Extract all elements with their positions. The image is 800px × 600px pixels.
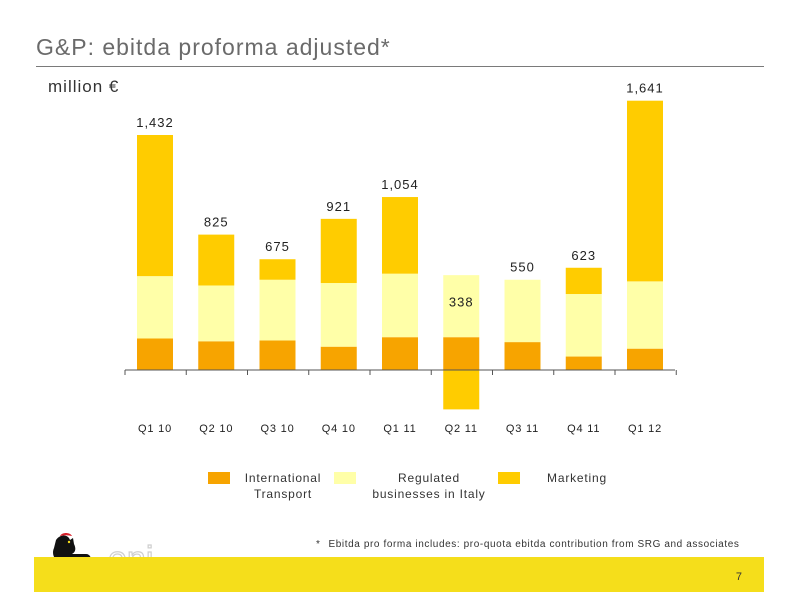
x-tick-label: Q1 10 (138, 423, 172, 435)
unit-subtitle: million € (48, 77, 120, 96)
total-label-q3-10: 675 (265, 239, 290, 254)
bar-marketing-q2-10 (198, 234, 235, 286)
total-label-q4-11: 623 (571, 248, 596, 263)
bar-regulated-businesses-q4-11 (565, 294, 602, 357)
legend-swatch-regulated-businesses (334, 472, 356, 484)
x-tick-label: Q4 11 (567, 423, 600, 435)
bar-regulated-businesses-q4-10 (320, 283, 357, 347)
stacked-bar-chart: 1,432 Q1 10 825 Q2 10 675 Q3 10 921 Q4 10 1,054 Q… (124, 81, 677, 435)
title-divider (36, 66, 764, 67)
bar-international-transport-q4-10 (320, 346, 357, 370)
bar-regulated-businesses-q2-10 (198, 285, 235, 342)
bar-international-transport-q1-11 (382, 337, 418, 370)
bar-regulated-businesses-q3-10 (259, 279, 296, 341)
bar-marketing-q3-10 (259, 259, 296, 280)
bar-regulated-businesses-q3-11 (504, 279, 541, 343)
bar-marketing-q4-10 (320, 218, 357, 284)
footnote: * Ebitda pro forma includes: pro-quota eb… (316, 539, 739, 550)
x-tick-label: Q1 12 (628, 423, 662, 435)
total-label-q1-11: 1,054 (381, 177, 419, 192)
legend-item-marketing: Marketing (498, 470, 612, 486)
total-label-q1-10: 1,432 (136, 115, 174, 130)
bar-international-transport-q2-10 (198, 341, 235, 370)
x-tick-label: Q3 10 (261, 423, 295, 435)
legend-label-marketing: Marketing (547, 471, 607, 485)
total-label-q2-11: 338 (449, 295, 474, 310)
bar-regulated-businesses-q1-10 (137, 276, 173, 339)
bar-international-transport-q3-11 (504, 342, 541, 370)
bar-international-transport-q3-10 (259, 340, 296, 370)
bar-marketing-q2-11 (443, 370, 480, 410)
x-tick-label: Q2 11 (445, 423, 478, 435)
page-number: 7 (735, 571, 742, 583)
page-title: G&P: ebitda proforma adjusted* (36, 34, 391, 60)
legend-label-regulated-businesses: Regulated businesses in Italy (372, 471, 486, 501)
x-tick-label: Q4 10 (322, 423, 356, 435)
bar-marketing-q1-10 (137, 135, 173, 277)
x-tick-label: Q1 11 (383, 423, 416, 435)
chart-legend: International Transport Regulated busine… (0, 470, 800, 510)
bar-marketing-q4-11 (565, 267, 602, 295)
bar-regulated-businesses-q1-12 (627, 281, 663, 349)
total-label-q1-12: 1,641 (626, 81, 664, 96)
bar-regulated-businesses-q2-11 (443, 275, 480, 338)
footnote-marker: * (316, 539, 321, 550)
total-label-q4-10: 921 (326, 199, 351, 214)
bar-marketing-q1-12 (627, 100, 663, 282)
bar-international-transport-q1-12 (627, 348, 663, 370)
bar-international-transport-q4-11 (565, 356, 602, 370)
legend-item-international-transport: International Transport (208, 470, 328, 502)
legend-swatch-international-transport (208, 472, 230, 484)
bar-international-transport-q1-10 (137, 338, 173, 370)
bar-regulated-businesses-q1-11 (382, 273, 418, 338)
footnote-text: Ebitda pro forma includes: pro-quota ebi… (328, 539, 740, 550)
legend-label-international-transport: International Transport (244, 471, 322, 501)
total-label-q2-10: 825 (204, 215, 229, 230)
bar-marketing-q1-11 (382, 197, 418, 274)
total-label-q3-11: 550 (510, 260, 535, 275)
x-tick-label: Q3 11 (506, 423, 539, 435)
x-tick-label: Q2 10 (199, 423, 233, 435)
footer-band (34, 557, 764, 592)
legend-item-regulated-businesses: Regulated businesses in Italy (334, 470, 494, 502)
legend-swatch-marketing (498, 472, 520, 484)
bar-international-transport-q2-11 (443, 337, 480, 370)
